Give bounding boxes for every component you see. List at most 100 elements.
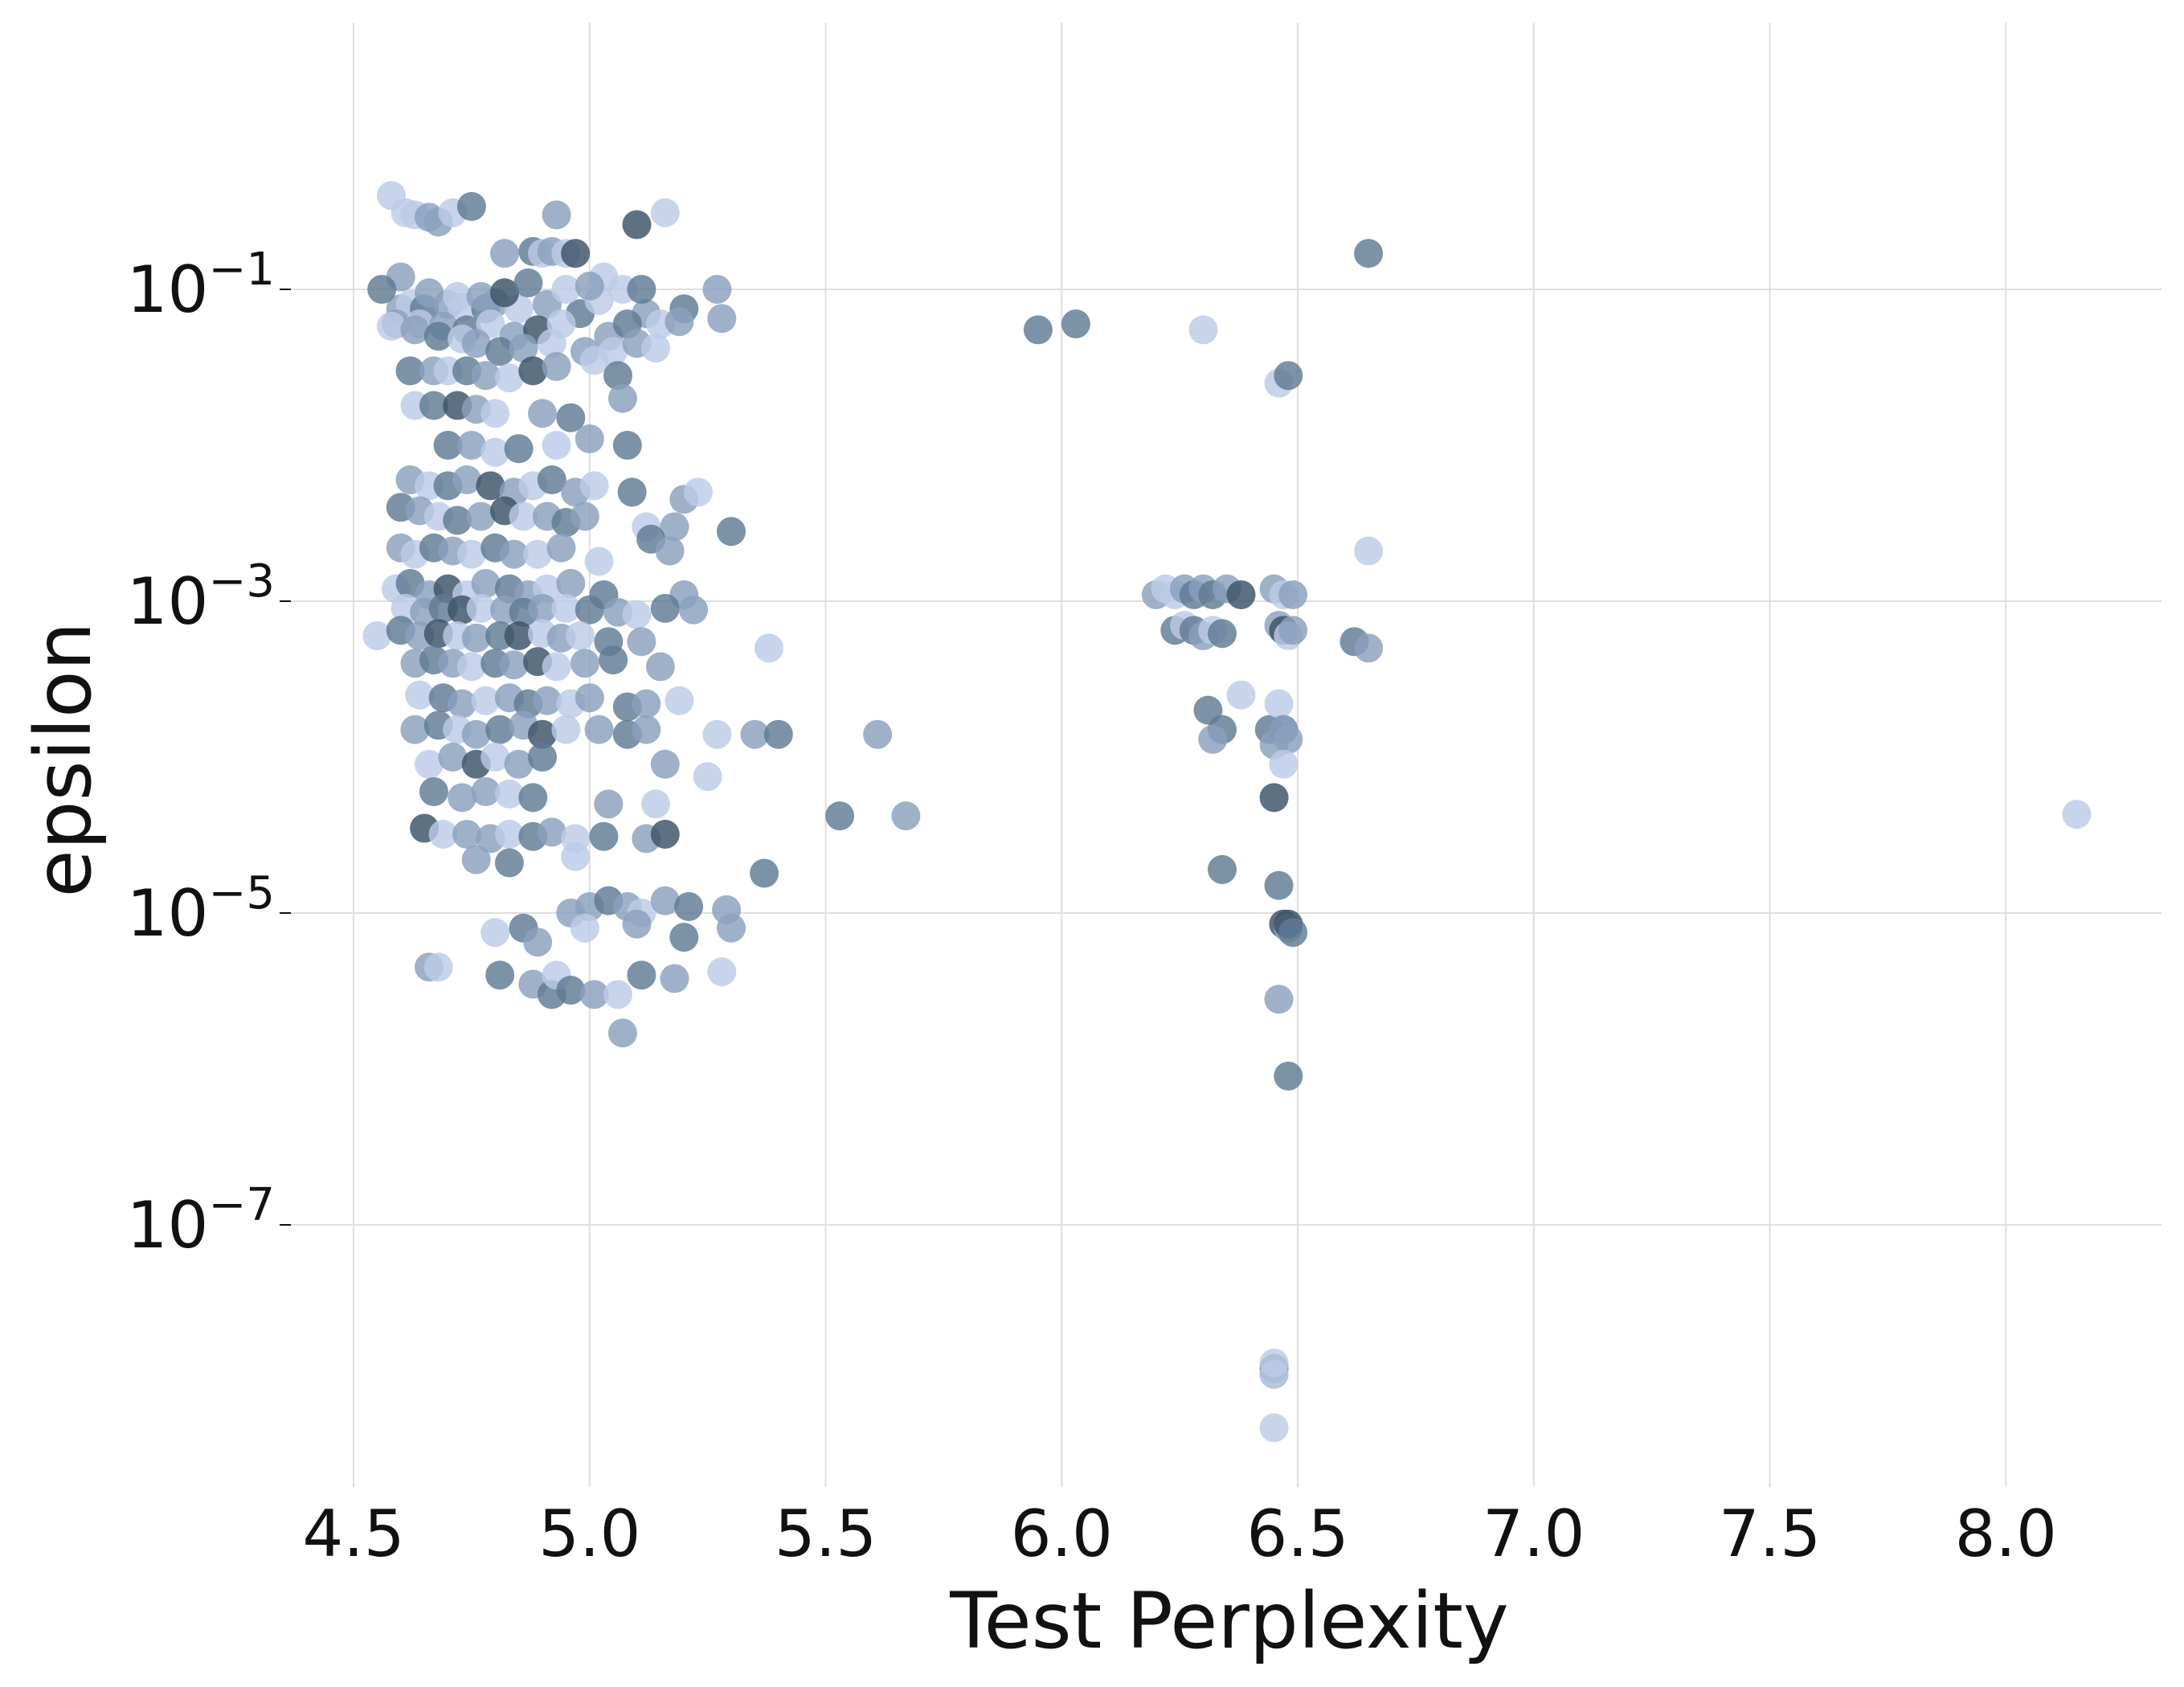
data-point (702, 719, 732, 749)
data-point (561, 239, 591, 268)
data-point (471, 361, 501, 391)
y-axis-ticks: 10−1 10−3 10−5 10−7 (127, 244, 291, 1263)
data-point (1023, 315, 1053, 345)
data-point (485, 715, 515, 744)
data-point (660, 512, 689, 542)
data-point (650, 820, 680, 849)
data-point (471, 686, 501, 715)
data-point (627, 627, 656, 657)
data-point (461, 329, 491, 358)
data-point (532, 686, 562, 715)
data-point (518, 356, 548, 386)
data-point (490, 239, 519, 268)
data-point (891, 801, 921, 831)
y-tick-label: 10−3 (127, 555, 275, 639)
data-point (740, 719, 770, 749)
data-point (377, 311, 406, 341)
data-point (466, 593, 496, 623)
data-point (607, 1018, 637, 1048)
data-point (461, 845, 491, 874)
data-point (556, 976, 586, 1005)
data-point (466, 281, 496, 311)
data-point (561, 841, 591, 871)
data-point (452, 465, 481, 494)
data-point (702, 275, 732, 304)
data-point (655, 536, 685, 566)
data-point (490, 278, 519, 308)
data-point (481, 743, 510, 772)
x-tick-label: 5.0 (538, 1497, 640, 1571)
data-point (528, 719, 557, 749)
x-tick-label: 8.0 (1955, 1497, 2057, 1571)
data-point (1208, 854, 1237, 884)
data-point (717, 517, 746, 547)
data-point (763, 719, 793, 749)
data-point (542, 431, 571, 460)
y-tick-label: 10−1 (127, 244, 275, 327)
data-point (362, 621, 392, 650)
data-point (419, 391, 448, 420)
data-point (433, 431, 463, 460)
data-point (438, 743, 468, 772)
y-tick-label: 10−5 (127, 867, 275, 951)
data-point (669, 923, 699, 952)
data-point (575, 424, 604, 453)
data-point (579, 980, 609, 1009)
data-point (707, 304, 737, 334)
data-point (499, 539, 529, 569)
data-point (542, 200, 571, 230)
data-point (1208, 619, 1237, 649)
data-point (542, 652, 571, 682)
x-tick-label: 4.5 (302, 1497, 404, 1571)
data-point (1354, 633, 1384, 663)
data-point (579, 471, 609, 501)
data-point (499, 650, 529, 680)
data-point (537, 817, 566, 847)
data-point (599, 645, 628, 675)
data-point (674, 892, 704, 921)
data-point (423, 321, 453, 351)
data-point (683, 477, 713, 507)
data-point (622, 600, 652, 629)
data-point (575, 271, 604, 301)
data-point (679, 595, 708, 624)
data-point (528, 593, 557, 623)
data-points (362, 181, 2092, 1443)
data-point (528, 399, 557, 428)
data-point (1264, 985, 1294, 1014)
data-point (607, 383, 637, 413)
data-point (504, 749, 534, 779)
data-point (1269, 749, 1299, 779)
data-point (1274, 1061, 1303, 1091)
data-point (579, 346, 609, 375)
y-axis-title: epsilon (18, 622, 108, 898)
data-point (476, 471, 505, 501)
data-point (494, 820, 524, 849)
data-point (1354, 536, 1384, 566)
data-point (660, 964, 689, 993)
data-point (594, 789, 624, 819)
data-point (461, 623, 491, 653)
data-point (400, 715, 430, 744)
x-tick-label: 7.0 (1483, 1497, 1585, 1571)
data-point (528, 743, 557, 772)
y-tick-label: 10−7 (127, 1179, 275, 1263)
data-point (1264, 870, 1294, 900)
data-point (665, 307, 694, 337)
data-point (415, 749, 444, 779)
data-point (400, 315, 430, 345)
data-point (650, 886, 680, 915)
data-point (645, 652, 675, 682)
data-point (461, 719, 491, 749)
data-point (466, 502, 496, 531)
data-point (518, 783, 548, 813)
data-point (456, 191, 486, 221)
data-point (570, 913, 599, 943)
data-point (632, 715, 661, 744)
data-point (584, 547, 614, 576)
data-point (650, 198, 680, 227)
data-point (494, 779, 524, 809)
data-point (584, 715, 614, 744)
data-point (551, 593, 581, 623)
